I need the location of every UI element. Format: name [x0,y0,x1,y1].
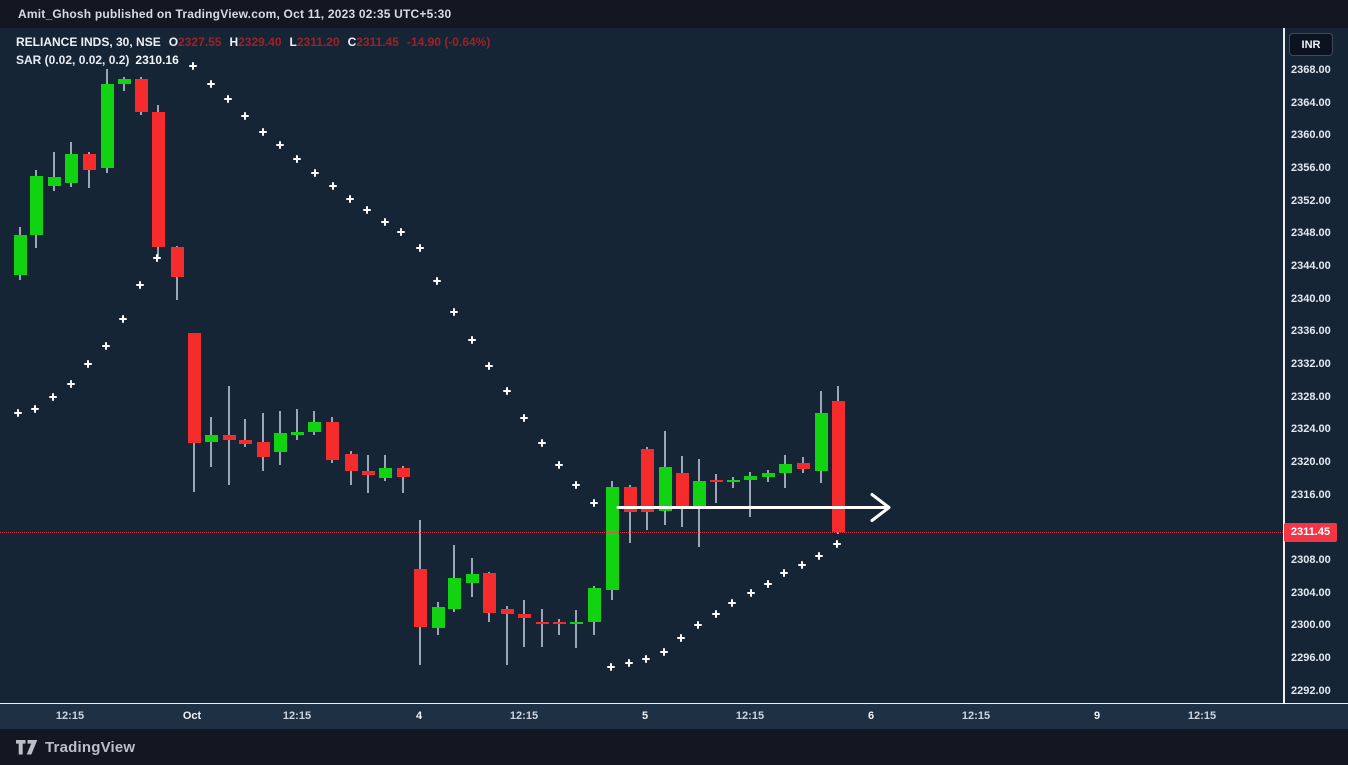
last-price-line [0,532,1283,534]
time-axis-label: 6 [867,710,875,722]
price-axis-label: 2340.00 [1291,292,1331,305]
publish-text: Amit_Ghosh published on TradingView.com,… [18,7,452,21]
price-axis-label: 2360.00 [1291,129,1331,142]
publish-header: Amit_Ghosh published on TradingView.com,… [0,0,1348,28]
change-value: -14.90 (-0.64%) [406,35,491,49]
high-value: 2329.40 [238,35,282,49]
symbol-legend-row[interactable]: RELIANCE INDS, 30, NSE O2327.55 H2329.40 L2… [16,35,490,49]
price-axis[interactable]: INR 2368.00 2364.00 2360.00 2356.00 2352.00 2… [1284,28,1348,704]
close-label: C [347,35,357,49]
sar-value: 2310.16 [135,53,179,67]
close-value: 2311.45 [356,35,399,49]
price-axis-label: 2368.00 [1291,64,1331,76]
open-label: O [168,35,179,49]
price-axis-label: 2356.00 [1291,161,1331,174]
price-axis-separator [1283,28,1285,729]
low-value: 2311.20 [296,35,340,49]
price-axis-label: 2296.00 [1291,651,1331,664]
price-axis-label: 2328.00 [1291,390,1331,403]
footer-bar: TradingView [0,729,1348,765]
time-axis-label: 12:15 [509,710,539,722]
symbol-title: RELIANCE INDS, 30, NSE [16,35,161,49]
last-price-tag: 2311.45 [1284,522,1337,542]
time-axis-label: 12:15 [735,710,765,722]
price-axis-label: 2300.00 [1291,619,1331,632]
price-axis-label: 2332.00 [1291,357,1331,370]
price-axis-label: 2348.00 [1291,227,1331,240]
open-value: 2327.55 [178,35,222,49]
time-axis[interactable]: 12:15 Oct 12:15 4 12:15 5 12:15 6 12:15 9 12:15 [0,704,1348,729]
tradingview-brand[interactable]: TradingView [45,738,136,756]
sar-label: SAR (0.02, 0.02, 0.2) [16,53,130,67]
time-axis-label: 12:15 [961,710,991,722]
currency-badge[interactable]: INR [1289,33,1333,56]
time-axis-label: 5 [641,710,649,722]
time-axis-label: 9 [1093,710,1101,722]
time-axis-separator [0,703,1348,705]
high-label: H [229,35,239,49]
time-axis-label: 12:15 [1187,710,1217,722]
price-axis-label: 2336.00 [1291,325,1331,338]
price-axis-label: 2364.00 [1291,96,1331,109]
price-axis-label: 2344.00 [1291,259,1331,272]
time-axis-label: 12:15 [282,710,312,722]
time-axis-label: Oct [182,710,202,722]
price-axis-label: 2292.00 [1291,684,1331,697]
chart-legend: RELIANCE INDS, 30, NSE O2327.55 H2329.40 L2… [16,35,490,67]
price-axis-label: 2324.00 [1291,423,1331,436]
price-axis-label: 2320.00 [1291,455,1331,468]
tradingview-logo-icon[interactable] [16,739,38,755]
low-label: L [289,35,297,49]
price-axis-label: 2308.00 [1291,553,1331,566]
sar-legend-row[interactable]: SAR (0.02, 0.02, 0.2) 2310.16 [16,53,490,67]
price-axis-label: 2304.00 [1291,586,1331,599]
chart-pane[interactable] [0,28,1348,704]
time-axis-label: 4 [415,710,423,722]
time-axis-label: 12:15 [55,710,85,722]
price-axis-label: 2316.00 [1291,488,1331,501]
price-axis-label: 2352.00 [1291,194,1331,207]
